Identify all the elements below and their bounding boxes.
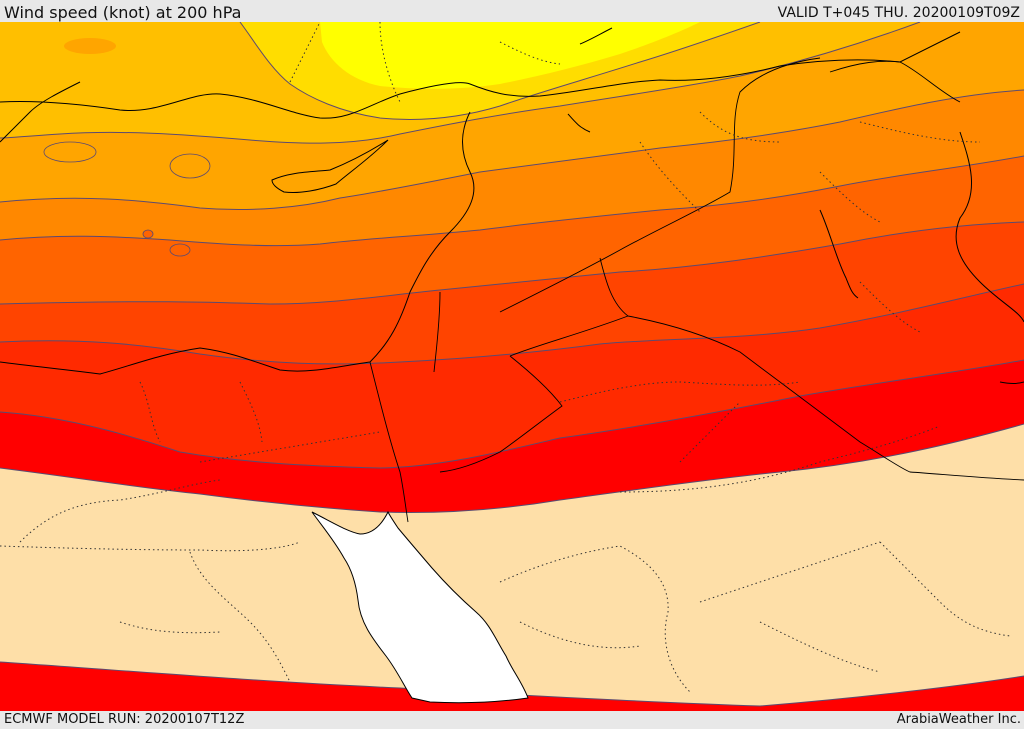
footer-bar: ECMWF MODEL RUN: 20200107T12Z ArabiaWeat… [0,711,1024,729]
wind-patch [64,38,116,54]
southern-jet-band [0,662,1024,711]
wind-patch [169,243,191,257]
credit: ArabiaWeather Inc. [896,712,1021,727]
model-run: ECMWF MODEL RUN: 20200107T12Z [4,712,245,727]
cyprus-island [271,139,389,193]
red-sea [311,510,529,704]
country-borders [369,57,1024,523]
isotach-contours [0,22,1024,707]
map-title: Wind speed (knot) at 200 hPa [4,3,242,22]
band-yellow [320,22,700,89]
coastlines [0,27,1024,384]
valid-time: VALID T+045 THU. 20200109T09Z [777,5,1020,21]
wind-patch [169,153,211,179]
wind-patch [43,141,97,163]
header-bar: Wind speed (knot) at 200 hPa VALID T+045… [0,0,1024,22]
wind-speed-map [0,22,1024,711]
wind-patch [142,229,154,239]
internal-borders [0,22,1011,693]
